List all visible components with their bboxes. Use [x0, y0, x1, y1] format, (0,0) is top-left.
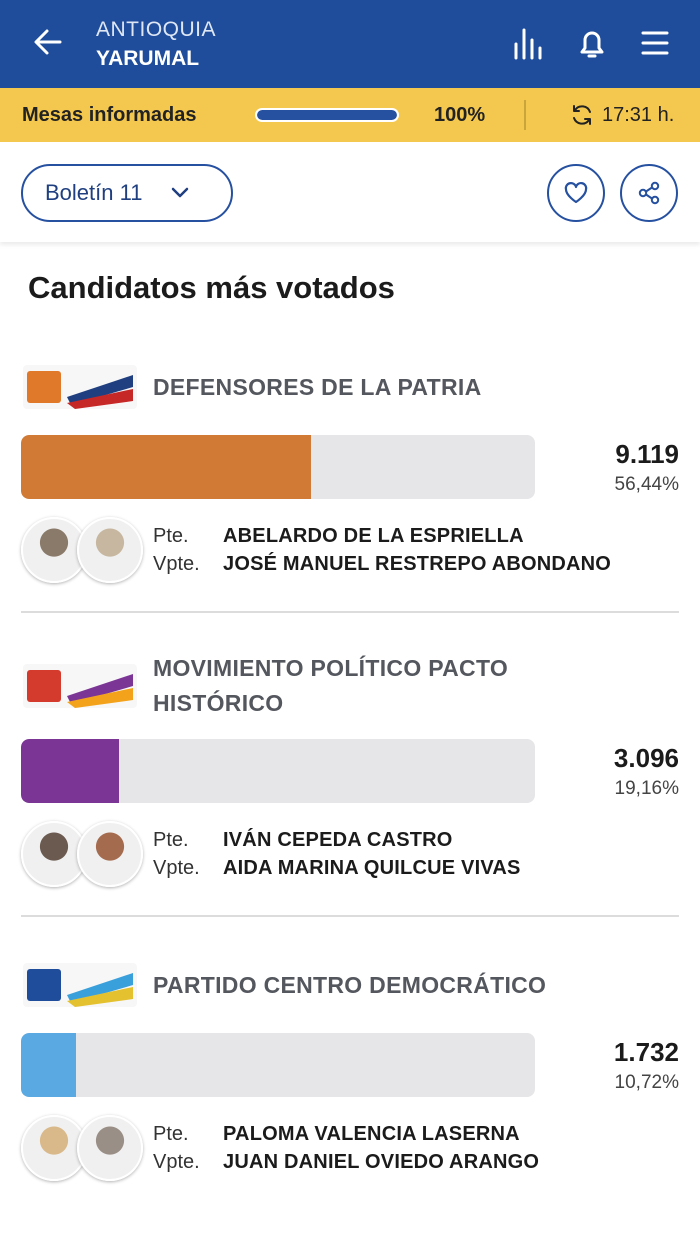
- result-numbers: 9.119 56,44%: [615, 439, 679, 496]
- party-logo: [21, 656, 139, 716]
- party-name: PARTIDO CENTRO DEMOCRÁTICO: [153, 971, 547, 998]
- refresh-icon[interactable]: [570, 103, 594, 127]
- result-numbers: 1.732 10,72%: [614, 1037, 679, 1094]
- president-role: Pte.: [153, 1123, 189, 1145]
- vote-percent: 56,44%: [614, 474, 679, 495]
- share-icon: [638, 181, 660, 205]
- result-numbers: 3.096 19,16%: [614, 743, 679, 800]
- president-name: ABELARDO DE LA ESPRIELLA: [223, 525, 524, 547]
- result-row: 3.096 19,16%: [21, 739, 679, 803]
- vice-president-name: JUAN DANIEL OVIEDO ARANGO: [223, 1151, 540, 1173]
- roles: Pte. Vpte.: [153, 1120, 223, 1176]
- roles: Pte. Vpte.: [153, 826, 223, 882]
- party-name: DEFENSORES DE LA PATRIA: [153, 373, 482, 400]
- progress-fill: [257, 110, 397, 120]
- status-label: Mesas informadas: [22, 103, 197, 126]
- vice-president-role: Vpte.: [153, 1151, 200, 1173]
- names: ABELARDO DE LA ESPRIELLA JOSÉ MANUEL REST…: [223, 522, 611, 578]
- bar: [21, 1033, 77, 1097]
- avatar: [21, 1115, 87, 1181]
- card-header: DEFENSORES DE LA PATRIA: [21, 357, 679, 417]
- vice-president-role: Vpte.: [153, 857, 200, 879]
- notifications-button[interactable]: [576, 26, 608, 60]
- section-title: Candidatos más votados: [28, 270, 395, 305]
- vote-count: 3.096: [613, 743, 679, 773]
- vote-count: 1.732: [613, 1037, 679, 1067]
- avatar: [77, 1115, 143, 1181]
- avatars: [21, 821, 153, 887]
- header-icons: [512, 26, 670, 60]
- bar-track: [21, 739, 535, 803]
- progress-label: 100%: [434, 103, 486, 126]
- party-logo: [21, 357, 139, 417]
- bar: [21, 739, 120, 803]
- card-header: MOVIMIENTO POLÍTICO PACTO HISTÓRICO: [21, 651, 679, 721]
- names: IVÁN CEPEDA CASTRO AIDA MARINA QUILCUE VI…: [223, 826, 521, 882]
- menu-button[interactable]: [640, 26, 670, 60]
- party-name: MOVIMIENTO POLÍTICO PACTO HISTÓRICO: [153, 655, 509, 716]
- vice-president-name: AIDA MARINA QUILCUE VIVAS: [223, 857, 521, 879]
- top-bar: ANTIOQUIA YARUMAL: [0, 0, 700, 88]
- vote-percent: 19,16%: [614, 778, 679, 799]
- candidate-card: MOVIMIENTO POLÍTICO PACTO HISTÓRICO 3.096…: [21, 639, 679, 917]
- avatar: [77, 821, 143, 887]
- vice-president-role: Vpte.: [153, 553, 200, 575]
- back-button[interactable]: [32, 26, 64, 58]
- candidates-row: Pte. Vpte. IVÁN CEPEDA CASTRO AIDA MARINA Q…: [21, 821, 679, 887]
- heart-icon: [564, 182, 588, 204]
- bar-track: [21, 1033, 535, 1097]
- page: {"header": {"department": "ANTIOQUIA", "…: [0, 0, 700, 1181]
- candidate-list: DEFENSORES DE LA PATRIA 9.119 56,44% Pte. Vp…: [21, 345, 679, 1235]
- avatar: [77, 517, 143, 583]
- party-logo: [21, 955, 139, 1015]
- candidates-row: Pte. Vpte. PALOMA VALENCIA LASERNA JUAN DAN…: [21, 1115, 679, 1181]
- vote-percent: 10,72%: [614, 1072, 679, 1093]
- candidate-card: DEFENSORES DE LA PATRIA 9.119 56,44% Pte. Vp…: [21, 345, 679, 613]
- president-name: IVÁN CEPEDA CASTRO: [223, 829, 453, 851]
- president-role: Pte.: [153, 525, 189, 547]
- time-text: 17:31 h.: [602, 103, 675, 126]
- logo-graphic: [23, 963, 137, 1007]
- progress-track: [255, 108, 399, 122]
- bulletin-selector[interactable]: Boletín 11: [21, 164, 233, 222]
- department: ANTIOQUIA: [96, 18, 217, 41]
- president-role: Pte.: [153, 829, 189, 851]
- municipality: YARUMAL: [96, 47, 200, 70]
- status-bar: Mesas informadas 100% 17:31 h.: [0, 88, 700, 142]
- update-time: 17:31 h.: [572, 103, 674, 127]
- candidates-row: Pte. Vpte. ABELARDO DE LA ESPRIELLA JOSÉ MA…: [21, 517, 679, 583]
- result-row: 9.119 56,44%: [21, 435, 679, 499]
- card-header: PARTIDO CENTRO DEMOCRÁTICO: [21, 955, 679, 1015]
- chevron: [172, 187, 189, 198]
- favorite-button[interactable]: [547, 164, 605, 222]
- vice-president-name: JOSÉ MANUEL RESTREPO ABONDANO: [223, 553, 612, 575]
- toolbar: Boletín 11: [0, 142, 700, 242]
- logo-graphic: [23, 664, 137, 708]
- avatars: [21, 1115, 153, 1181]
- stats-button[interactable]: [512, 26, 544, 60]
- logo-graphic: [23, 365, 137, 409]
- bar-track: [21, 435, 535, 499]
- bar: [21, 435, 312, 499]
- candidate-card: PARTIDO CENTRO DEMOCRÁTICO 1.732 10,72% Pte…: [21, 943, 679, 1209]
- roles: Pte. Vpte.: [153, 522, 223, 578]
- result-row: 1.732 10,72%: [21, 1033, 679, 1097]
- share-button[interactable]: [620, 164, 678, 222]
- avatars: [21, 517, 153, 583]
- separator: [524, 100, 526, 130]
- vote-count: 9.119: [615, 439, 679, 469]
- names: PALOMA VALENCIA LASERNA JUAN DANIEL OVIED…: [223, 1120, 539, 1176]
- president-name: PALOMA VALENCIA LASERNA: [223, 1123, 520, 1145]
- bulletin-text: Boletín 11: [45, 180, 143, 205]
